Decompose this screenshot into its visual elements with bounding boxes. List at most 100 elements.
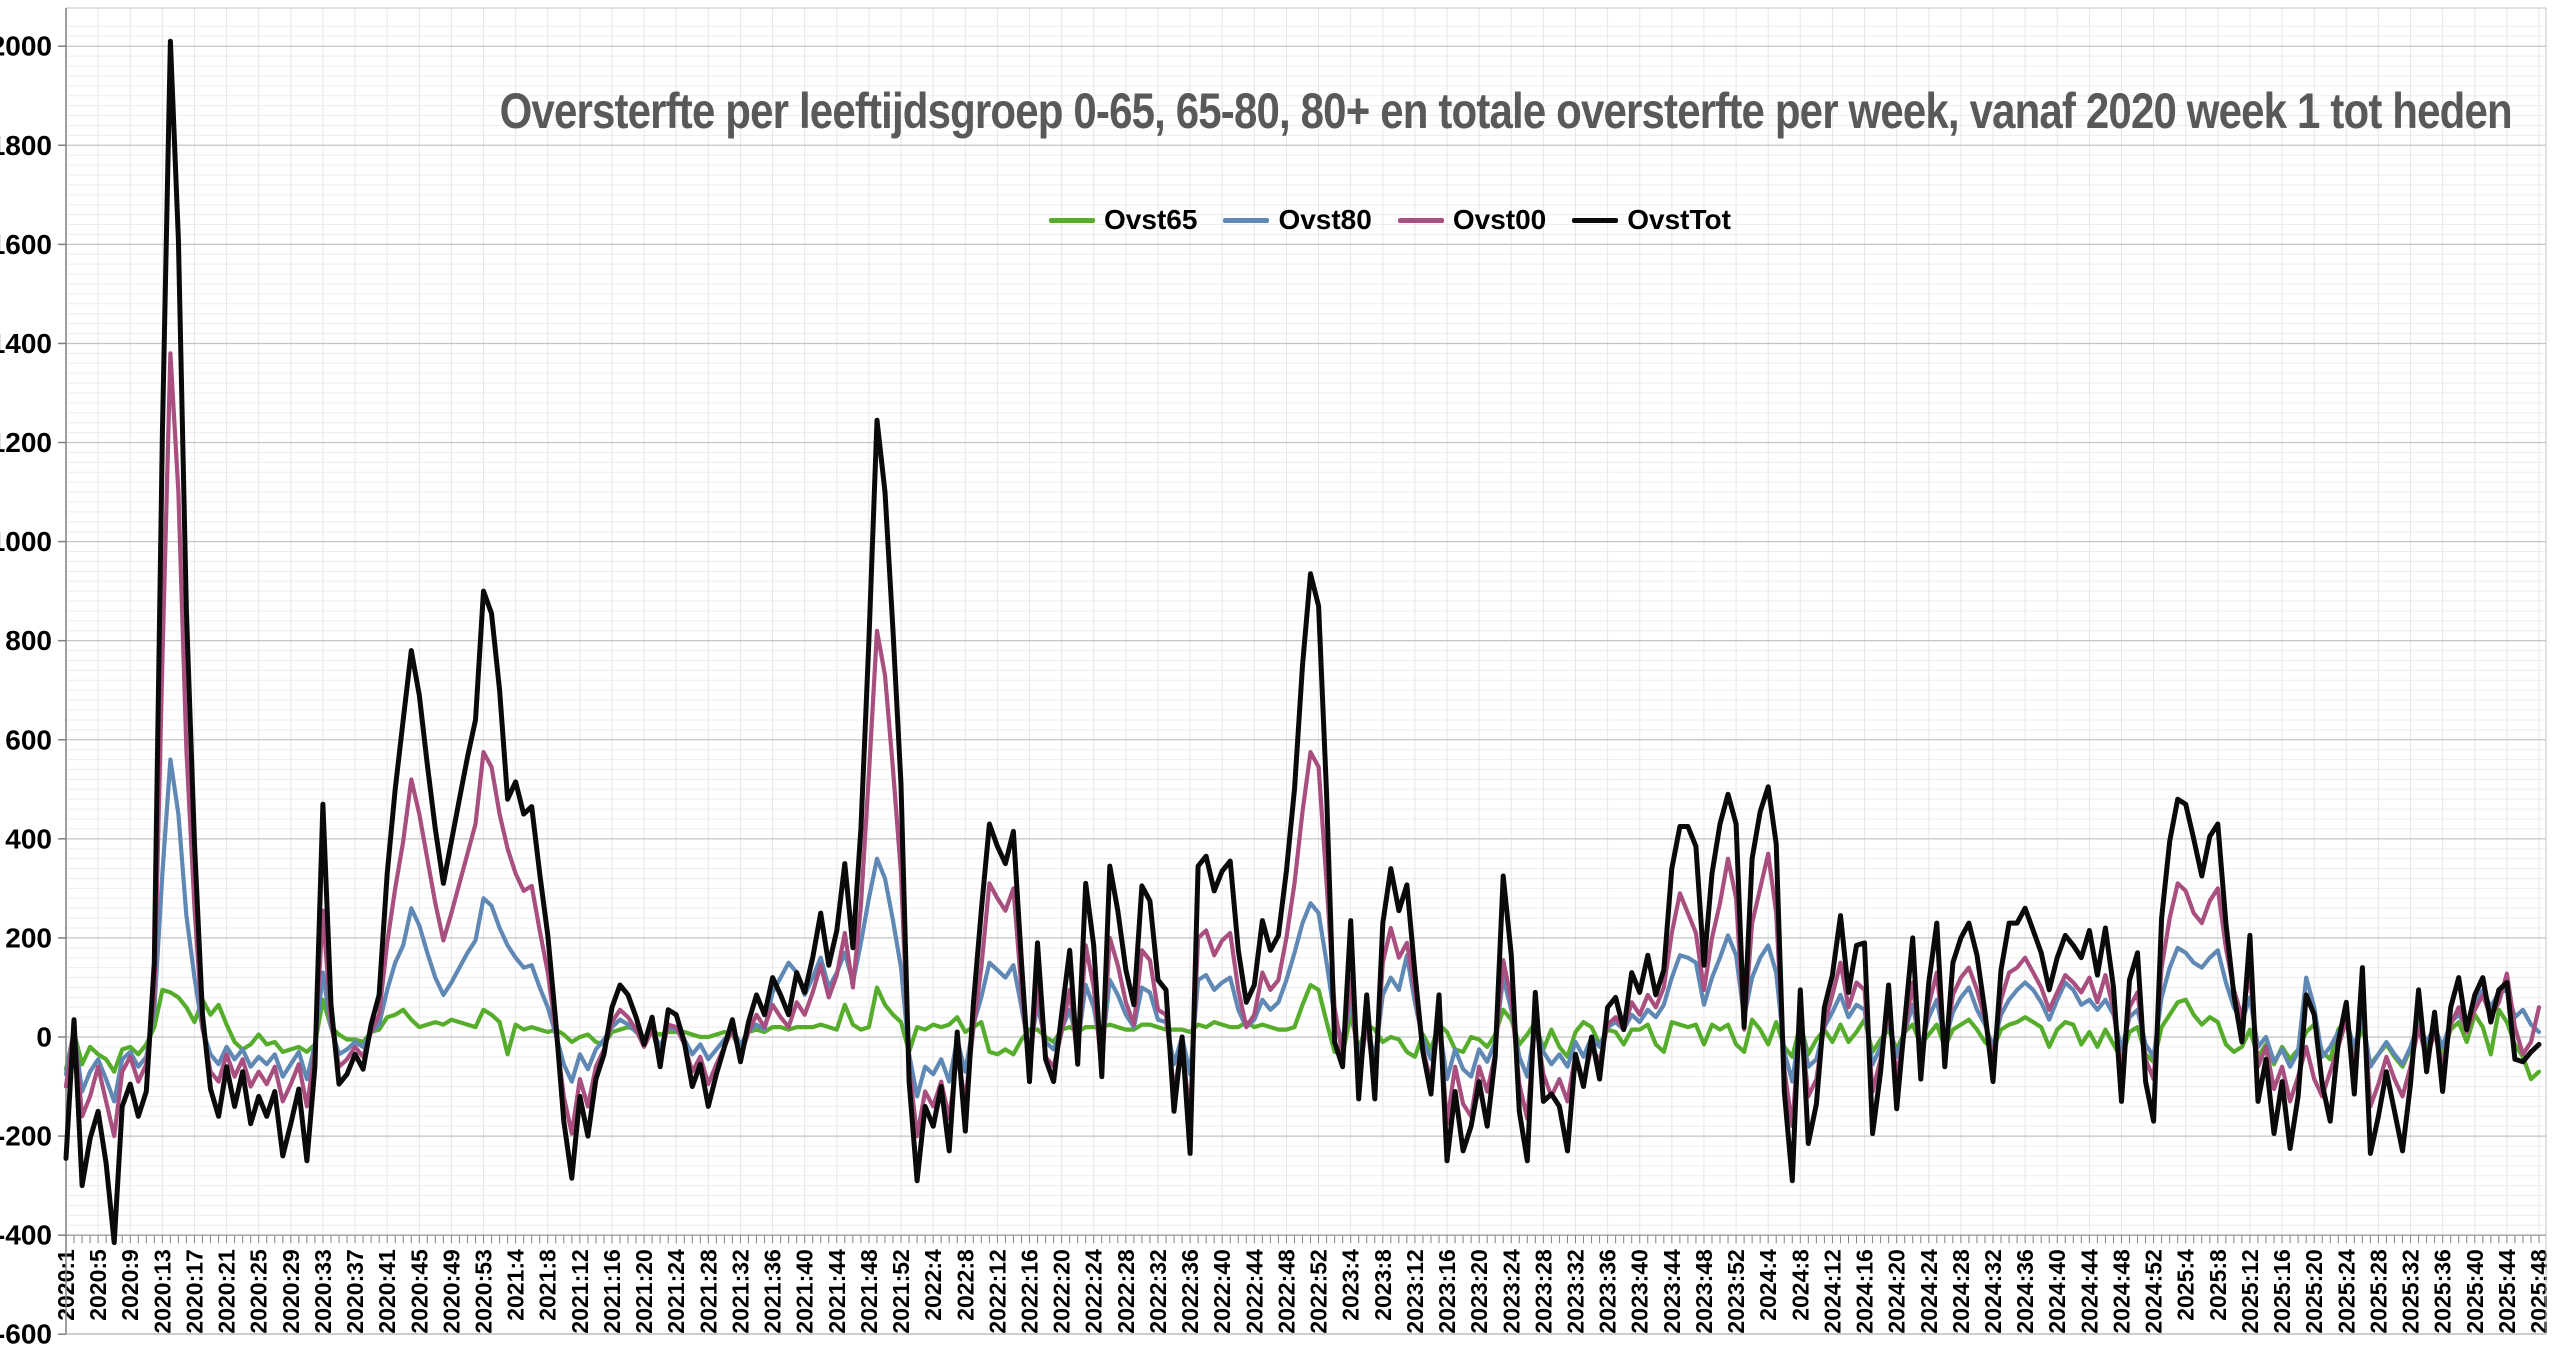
x-tick-label: 2024:52 xyxy=(2141,1249,2167,1333)
legend-label-ovst80: Ovst80 xyxy=(1278,204,1372,235)
x-tick-label: 2025:40 xyxy=(2462,1249,2488,1333)
x-tick-label: 2025:24 xyxy=(2333,1249,2359,1334)
x-tick-label: 2021:32 xyxy=(727,1249,753,1333)
x-tick-label: 2023:4 xyxy=(1338,1249,1364,1321)
legend-swatch-ovst80 xyxy=(1223,217,1270,223)
vertical-gridlines xyxy=(65,8,2540,1236)
x-tick-label: 2020:25 xyxy=(246,1249,272,1334)
x-tick-label: 2022:40 xyxy=(1209,1249,1235,1333)
series-line-ovst65 xyxy=(63,982,2542,1082)
x-tick-label: 2022:44 xyxy=(1241,1249,1267,1334)
x-tick-label: 2025:16 xyxy=(2269,1249,2295,1333)
x-tick-label: 2021:40 xyxy=(792,1249,818,1333)
x-tick-label: 2022:52 xyxy=(1306,1249,1332,1333)
x-tick-label: 2020:21 xyxy=(214,1249,240,1334)
x-tick-label: 2021:4 xyxy=(503,1249,529,1321)
chart-title: Oversterfte per leeftijdsgroep 0-65, 65-… xyxy=(499,83,2513,139)
y-tick-label: 1000 xyxy=(0,526,52,557)
x-axis-labels: 2020:1 2020:5 2020:9 2020:13 2020:17 2020:21 2… xyxy=(53,1249,2552,1334)
x-tick-label: 2021:28 xyxy=(695,1249,721,1334)
x-tick-label: 2022:20 xyxy=(1049,1249,1075,1333)
legend-swatch-ovst00 xyxy=(1397,217,1444,223)
x-tick-label: 2020:9 xyxy=(117,1249,143,1321)
x-tick-label: 2023:52 xyxy=(1723,1249,1749,1333)
x-tick-label: 2022:12 xyxy=(984,1249,1010,1333)
x-tick-label: 2023:48 xyxy=(1691,1249,1717,1334)
plot-borders xyxy=(65,7,2547,1335)
chart-legend: Ovst65 Ovst80 Ovst00 OvstTot xyxy=(330,206,2450,234)
legend-item-ovst00: Ovst00 xyxy=(1397,206,1546,234)
x-tick-label: 2020:45 xyxy=(406,1249,432,1334)
x-tick-label: 2024:40 xyxy=(2044,1249,2070,1333)
y-tick-label: -600 xyxy=(0,1319,52,1347)
x-tick-label: 2023:16 xyxy=(1434,1249,1460,1333)
x-tick-label: 2021:44 xyxy=(824,1249,850,1334)
y-tick-label: 400 xyxy=(5,823,52,854)
x-tick-label: 2024:36 xyxy=(2012,1249,2038,1333)
x-tick-label: 2024:48 xyxy=(2108,1249,2134,1334)
x-tick-label: 2022:4 xyxy=(920,1249,946,1321)
x-tick-label: 2025:32 xyxy=(2398,1249,2424,1333)
y-tick-label: 1200 xyxy=(0,427,52,458)
y-tick-label: 1400 xyxy=(0,328,52,359)
x-tick-label: 2024:16 xyxy=(1852,1249,1878,1333)
legend-swatch-ovsttot xyxy=(1572,217,1619,223)
x-tick-label: 2020:41 xyxy=(374,1249,400,1334)
x-tick-label: 2023:24 xyxy=(1498,1249,1524,1334)
x-tick-label: 2025:20 xyxy=(2301,1249,2327,1333)
x-tick-label: 2024:4 xyxy=(1755,1249,1781,1321)
x-tick-label: 2025:48 xyxy=(2526,1249,2552,1334)
x-tick-label: 2021:8 xyxy=(535,1249,561,1321)
x-tick-label: 2021:16 xyxy=(599,1249,625,1333)
x-tick-label: 2020:33 xyxy=(310,1249,336,1333)
x-tick-label: 2025:12 xyxy=(2237,1249,2263,1333)
x-tick-label: 2021:20 xyxy=(631,1249,657,1333)
x-tick-label: 2021:36 xyxy=(760,1249,786,1333)
x-tick-label: 2024:28 xyxy=(1948,1249,1974,1334)
x-tick-label: 2023:20 xyxy=(1466,1249,1492,1333)
x-tick-label: 2022:28 xyxy=(1113,1249,1139,1334)
x-tick-label: 2022:24 xyxy=(1081,1249,1107,1334)
x-tick-label: 2023:12 xyxy=(1402,1249,1428,1333)
y-tick-label: 800 xyxy=(5,625,52,656)
x-tick-label: 2022:36 xyxy=(1177,1249,1203,1333)
y-axis-labels: -600 -400 -200 0 200 400 600 800 1000 1200 1400 160… xyxy=(0,31,66,1347)
x-tick-label: 2025:28 xyxy=(2365,1249,2391,1334)
x-tick-label: 2023:32 xyxy=(1562,1249,1588,1333)
minor-gridlines xyxy=(66,25,2546,1226)
y-tick-label: -400 xyxy=(0,1220,52,1251)
x-tick-label: 2020:29 xyxy=(278,1249,304,1333)
y-tick-label: -200 xyxy=(0,1121,52,1152)
x-tick-label: 2024:24 xyxy=(1916,1249,1942,1334)
x-tick-label: 2023:28 xyxy=(1530,1249,1556,1334)
y-tick-label: 1800 xyxy=(0,130,52,161)
legend-swatch-ovst65 xyxy=(1049,217,1096,223)
x-tick-label: 2025:36 xyxy=(2430,1249,2456,1333)
y-tick-label: 600 xyxy=(5,724,52,755)
x-tick-label: 2021:12 xyxy=(567,1249,593,1333)
major-gridlines xyxy=(66,45,2546,1236)
x-tick-label: 2023:36 xyxy=(1595,1249,1621,1333)
x-tick-label: 2024:44 xyxy=(2076,1249,2102,1334)
x-tick-label: 2021:48 xyxy=(856,1249,882,1334)
x-tick-label: 2021:52 xyxy=(888,1249,914,1333)
x-tick-label: 2024:32 xyxy=(1980,1249,2006,1333)
x-tick-label: 2022:16 xyxy=(1017,1249,1043,1333)
x-tick-label: 2024:8 xyxy=(1787,1249,1813,1321)
x-tick-label: 2023:8 xyxy=(1370,1249,1396,1321)
legend-item-ovst65: Ovst65 xyxy=(1049,206,1197,234)
x-tick-label: 2020:37 xyxy=(342,1249,368,1333)
y-tick-label: 1600 xyxy=(0,229,52,260)
x-tick-label: 2025:4 xyxy=(2173,1249,2199,1321)
x-axis-ticks xyxy=(65,1235,2540,1244)
x-tick-label: 2023:44 xyxy=(1659,1249,1685,1334)
legend-item-ovst80: Ovst80 xyxy=(1223,204,1372,235)
x-tick-label: 2020:13 xyxy=(149,1249,175,1333)
x-tick-label: 2023:40 xyxy=(1627,1249,1653,1333)
legend-label-ovsttot: OvstTot xyxy=(1627,204,1731,235)
x-tick-label: 2020:17 xyxy=(181,1249,207,1333)
x-tick-label: 2024:12 xyxy=(1819,1249,1845,1333)
x-tick-label: 2020:49 xyxy=(438,1249,464,1333)
